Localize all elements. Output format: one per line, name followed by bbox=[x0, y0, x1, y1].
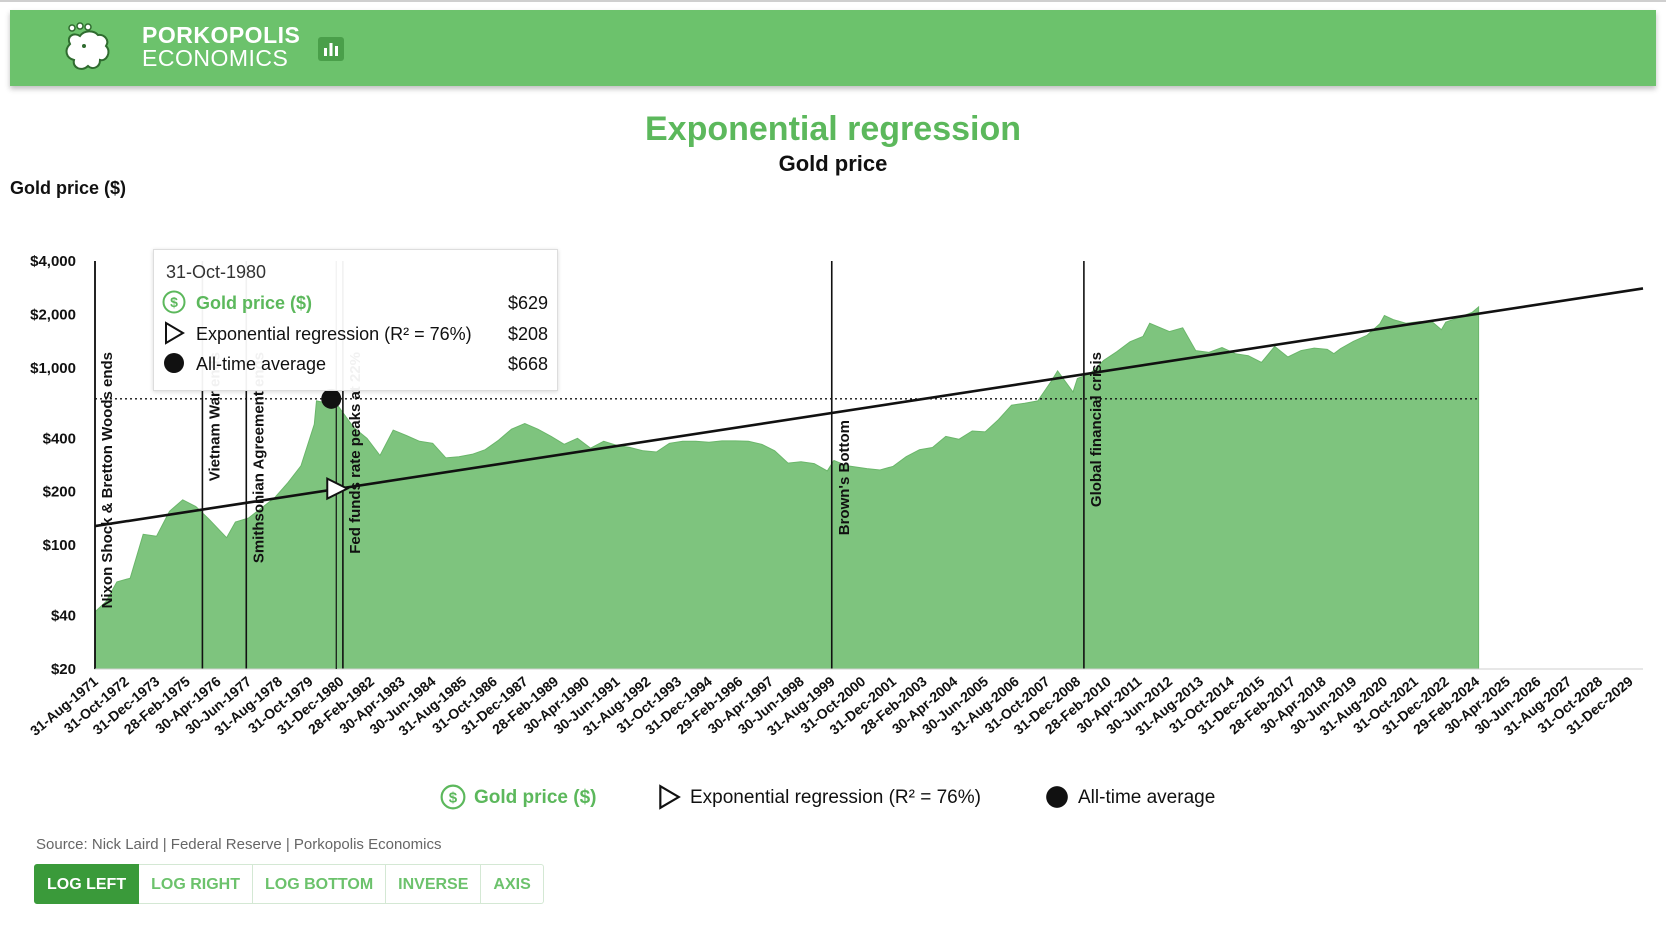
y-tick-label: $1,000 bbox=[30, 360, 76, 377]
annotation-label: Fed funds rate peaks at 22% bbox=[347, 352, 364, 554]
scale-button-group: LOG LEFT LOG RIGHT LOG BOTTOM INVERSE AX… bbox=[34, 864, 544, 904]
source-note: Source: Nick Laird | Federal Reserve | P… bbox=[36, 836, 442, 853]
gold-price-area bbox=[94, 305, 1480, 670]
y-tick-label: $400 bbox=[43, 430, 76, 447]
annotation-label: Smithsonian Agreement ends bbox=[250, 352, 267, 563]
dollar-circle-icon: $ bbox=[162, 290, 186, 314]
svg-text:$: $ bbox=[170, 294, 178, 310]
log-left-button[interactable]: LOG LEFT bbox=[34, 864, 140, 904]
legend-regression-label: Exponential regression (R² = 76%) bbox=[690, 787, 981, 808]
y-tick-label: $100 bbox=[43, 537, 76, 554]
filled-circle-icon bbox=[164, 353, 184, 373]
triangle-outline-icon bbox=[165, 321, 185, 345]
bar-chart-icon[interactable] bbox=[318, 37, 344, 61]
regression-line bbox=[94, 287, 1644, 528]
chart-legend: $ Gold price ($) Exponential regression … bbox=[0, 782, 1666, 812]
annotation-label: Global financial crisis bbox=[1088, 352, 1105, 507]
brand-name[interactable]: PORKOPOLIS ECONOMICS bbox=[142, 24, 300, 70]
dollar-circle-icon: $ bbox=[440, 784, 466, 810]
filled-circle-icon bbox=[1046, 786, 1068, 808]
window-top-border bbox=[0, 0, 1666, 2]
tooltip-row-regression: Exponential regression (R² = 76%) $208 bbox=[162, 321, 548, 347]
tooltip-gold-value: $629 bbox=[507, 293, 548, 313]
log-bottom-button[interactable]: LOG BOTTOM bbox=[253, 864, 387, 904]
annotation-label: Nixon Shock & Bretton Woods ends bbox=[99, 352, 116, 608]
average-marker bbox=[321, 388, 342, 409]
chart-tooltip: 31-Oct-1980 $ Gold price ($) $629 Expone… bbox=[153, 249, 558, 391]
regression-marker bbox=[326, 477, 350, 501]
tooltip-average-name: All-time average bbox=[196, 354, 327, 374]
log-right-button[interactable]: LOG RIGHT bbox=[139, 864, 253, 904]
brand-line-1: PORKOPOLIS bbox=[142, 22, 301, 48]
tooltip-gold-name: Gold price ($) bbox=[196, 293, 313, 313]
y-axis-label: Gold price ($) bbox=[10, 178, 127, 198]
y-tick-label: $200 bbox=[43, 484, 76, 501]
legend-gold-label: Gold price ($) bbox=[474, 787, 597, 808]
y-tick-label: $20 bbox=[51, 661, 76, 678]
tooltip-average-value: $668 bbox=[507, 354, 548, 374]
site-header: PORKOPOLIS ECONOMICS bbox=[10, 10, 1656, 86]
triangle-outline-icon bbox=[659, 784, 681, 810]
chart-title: Exponential regression bbox=[645, 110, 1021, 148]
svg-text:$: $ bbox=[449, 789, 458, 806]
chart-subtitle: Gold price bbox=[778, 151, 888, 176]
annotation-label: Brown's Bottom bbox=[836, 420, 853, 535]
tooltip-row-average: All-time average $668 bbox=[162, 351, 548, 377]
tooltip-date: 31-Oct-1980 bbox=[166, 262, 267, 282]
axis-button[interactable]: AXIS bbox=[481, 864, 544, 904]
y-tick-label: $4,000 bbox=[30, 253, 76, 270]
y-tick-label: $40 bbox=[51, 608, 76, 625]
inverse-button[interactable]: INVERSE bbox=[386, 864, 482, 904]
tooltip-regression-name: Exponential regression (R² = 76%) bbox=[196, 324, 472, 344]
legend-average-label: All-time average bbox=[1078, 787, 1216, 808]
brand-line-2: ECONOMICS bbox=[142, 45, 289, 71]
tooltip-regression-value: $208 bbox=[507, 324, 548, 344]
y-tick-label: $2,000 bbox=[30, 306, 76, 323]
pig-map-icon[interactable] bbox=[60, 22, 116, 76]
tooltip-row-gold: $ Gold price ($) $629 bbox=[162, 290, 548, 316]
